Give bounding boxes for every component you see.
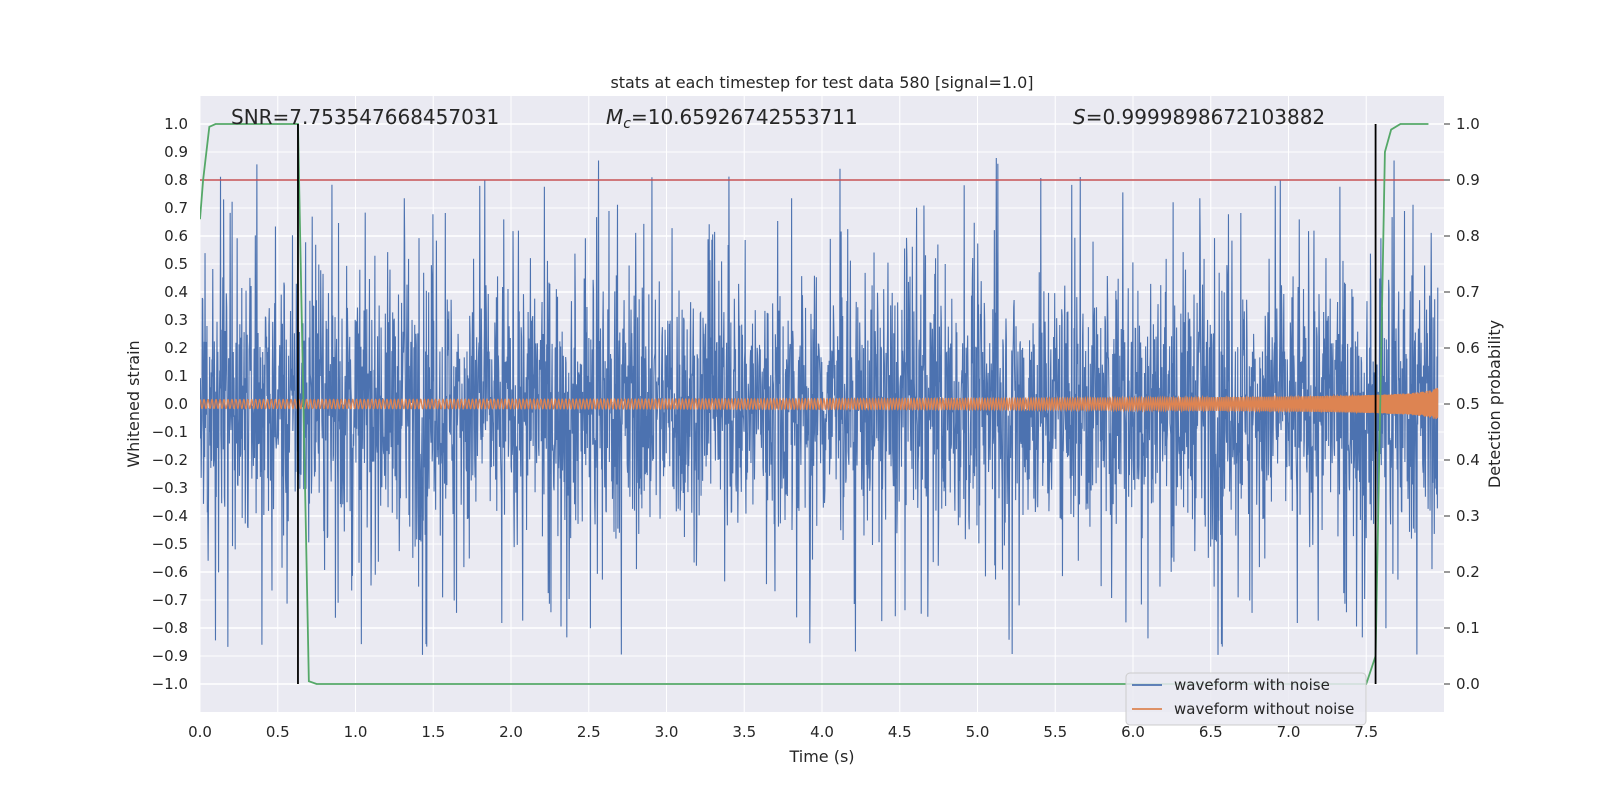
y-tick-label: 0.2 — [164, 339, 188, 357]
legend: waveform with noise waveform without noi… — [1125, 672, 1367, 726]
y-axis-label: Whitened strain — [124, 340, 143, 467]
chart-title: stats at each timestep for test data 580… — [610, 73, 1033, 92]
y2-tick-label: 0.2 — [1456, 563, 1480, 581]
x-tick-label: 4.5 — [888, 723, 912, 741]
x-tick-label: 1.0 — [344, 723, 368, 741]
x-tick-label: 0.0 — [188, 723, 212, 741]
y-tick-label: −0.7 — [152, 591, 188, 609]
x-axis-label: Time (s) — [788, 747, 854, 766]
y-tick-label: −0.4 — [152, 507, 188, 525]
series-line-clean — [200, 387, 1439, 419]
y2-tick-label: 0.7 — [1456, 283, 1480, 301]
y2-tick-label: 0.1 — [1456, 619, 1480, 637]
chirp-mass-annotation: Mc=10.65926742553711 — [606, 105, 858, 132]
y-tick-label: −0.1 — [152, 423, 188, 441]
snr-annotation: SNR=7.753547668457031 — [231, 105, 499, 129]
x-tick-label: 0.5 — [266, 723, 290, 741]
series-line-probability — [200, 123, 1429, 685]
y-tick-label: −0.8 — [152, 619, 188, 637]
chirp-mass-subscript: c — [623, 116, 631, 132]
x-tick-label: 5.5 — [1043, 723, 1067, 741]
score-symbol: S — [1073, 105, 1086, 129]
y2-tick-label: 0.0 — [1456, 675, 1480, 693]
x-tick-label: 2.5 — [577, 723, 601, 741]
y-tick-label: 1.0 — [164, 115, 188, 133]
x-tick-label: 1.5 — [421, 723, 445, 741]
y-tick-label: −0.2 — [152, 451, 188, 469]
y-tick-label: −0.9 — [152, 647, 188, 665]
y2-tick-label: 0.8 — [1456, 227, 1480, 245]
y2-tick-label: 0.6 — [1456, 339, 1480, 357]
y-tick-label: −1.0 — [152, 675, 188, 693]
score-annotation: S=0.9999898672103882 — [1073, 105, 1325, 129]
legend-label-noise: waveform with noise — [1174, 676, 1330, 694]
x-tick-label: 3.0 — [655, 723, 679, 741]
y2-tick-label: 1.0 — [1456, 115, 1480, 133]
y-tick-label: 0.9 — [164, 143, 188, 161]
y-tick-label: 0.3 — [164, 311, 188, 329]
tick-labels: 0.0 0.5 1.0 1.5 2.0 2.5 3.0 3.5 4.0 4.5 5.0 5.5 6.0 6… — [152, 115, 1480, 741]
score-value: =0.9999898672103882 — [1086, 105, 1325, 129]
series-line-noise — [200, 158, 1439, 655]
x-tick-label: 7.5 — [1354, 723, 1378, 741]
legend-box — [1125, 672, 1367, 726]
y-tick-label: 0.7 — [164, 199, 188, 217]
y2-tick-label: 0.3 — [1456, 507, 1480, 525]
y-tick-label: 0.0 — [164, 395, 188, 413]
series-layer — [200, 123, 1444, 685]
legend-label-clean: waveform without noise — [1174, 700, 1354, 718]
x-tick-label: 7.0 — [1277, 723, 1301, 741]
y2-axis-label: Detection probability — [1485, 320, 1504, 488]
y2-tick-label: 0.4 — [1456, 451, 1480, 469]
x-tick-label: 5.0 — [966, 723, 990, 741]
x-tick-label: 6.5 — [1199, 723, 1223, 741]
y-tick-label: −0.3 — [152, 479, 188, 497]
y-tick-label: 0.4 — [164, 283, 188, 301]
y-tick-label: 0.1 — [164, 367, 188, 385]
y2-tick-label: 0.5 — [1456, 395, 1480, 413]
chirp-mass-symbol: M — [606, 105, 623, 129]
y2-tick-label: 0.9 — [1456, 171, 1480, 189]
y-tick-label: −0.5 — [152, 535, 188, 553]
x-tick-label: 6.0 — [1121, 723, 1145, 741]
y-tick-label: −0.6 — [152, 563, 188, 581]
x-tick-label: 4.0 — [810, 723, 834, 741]
y-tick-label: 0.5 — [164, 255, 188, 273]
x-tick-label: 3.5 — [732, 723, 756, 741]
chirp-mass-value: =10.65926742553711 — [631, 105, 858, 129]
x-tick-label: 2.0 — [499, 723, 523, 741]
y-tick-label: 0.8 — [164, 171, 188, 189]
y-tick-label: 0.6 — [164, 227, 188, 245]
